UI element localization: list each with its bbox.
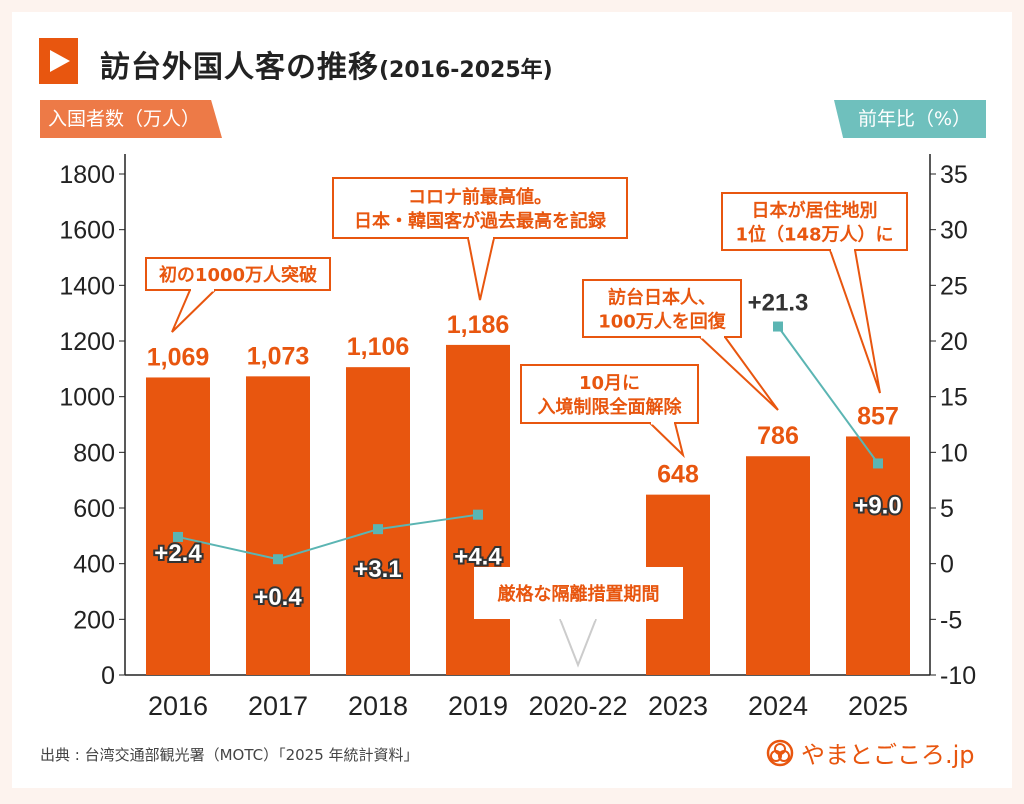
x-tick-label: 2019 <box>448 691 508 721</box>
left-axis-label: 入国者数（万人） <box>40 100 222 138</box>
line-point <box>773 321 783 332</box>
bar-value-label: 1,073 <box>247 342 310 370</box>
callout-pointer <box>559 618 597 668</box>
source-note: 出典 : 台湾交通部観光署（MOTC）「2025 年統計資料」 <box>40 746 419 764</box>
line-value-label: +2.4 <box>154 540 202 567</box>
callout-text: 10月に <box>579 373 640 394</box>
line-segment <box>277 528 379 561</box>
bar-value-label: 648 <box>657 461 699 489</box>
left-tick-label: 1800 <box>59 161 115 189</box>
line-point <box>873 458 883 469</box>
line-value-label: +0.4 <box>254 584 302 611</box>
line-value-label: +3.1 <box>354 556 401 583</box>
line-point <box>273 554 283 565</box>
right-tick-label: 0 <box>940 551 954 579</box>
bar-value-label: 857 <box>857 402 899 430</box>
line-point <box>373 524 383 535</box>
right-axis-label: 前年比（%） <box>834 100 986 138</box>
callout-pointer <box>171 289 216 333</box>
left-tick-label: 1600 <box>59 217 115 245</box>
left-tick-label: 800 <box>73 439 115 467</box>
right-tick-label: -5 <box>940 606 962 634</box>
bar <box>246 376 310 675</box>
left-tick-label: 400 <box>73 551 115 579</box>
line-segment <box>777 325 879 465</box>
bar-value-label: 1,069 <box>147 343 210 371</box>
bar <box>746 456 810 675</box>
left-tick-label: 200 <box>73 606 115 634</box>
callout-box <box>520 364 699 424</box>
left-tick-label: 0 <box>101 662 115 690</box>
callout-text: 1位（148万人）に <box>735 224 893 246</box>
line-point <box>173 531 183 542</box>
bar-value-label: 786 <box>757 422 799 450</box>
x-tick-label: 2020-22 <box>528 691 627 721</box>
left-tick-label: 1000 <box>59 384 115 412</box>
left-tick-label: 600 <box>73 495 115 523</box>
callout-pointer <box>699 336 779 411</box>
callout-box <box>145 257 331 291</box>
callout-box <box>474 567 683 619</box>
callout-text: 厳格な隔離措置期間 <box>498 583 660 605</box>
x-tick-label: 2024 <box>748 691 808 721</box>
callout-text: 訪台日本人、 <box>608 287 716 309</box>
callout-pointer <box>467 237 495 301</box>
callout-text: コロナ前最高値。 <box>408 186 552 208</box>
bar-value-label: 1,186 <box>447 311 510 339</box>
line-point <box>473 509 483 520</box>
right-tick-label: 25 <box>940 272 968 300</box>
callout-box <box>582 279 742 338</box>
x-tick-label: 2018 <box>348 691 408 721</box>
right-tick-label: -10 <box>940 662 976 690</box>
line-value-label: +21.3 <box>748 290 809 317</box>
callout-text: 日本が居住地別 <box>752 200 878 222</box>
chart-title: 訪台外国人客の推移(2016-2025年) <box>100 50 553 85</box>
line-value-label: +4.4 <box>454 544 502 571</box>
callout-text: 100万人を回復 <box>598 311 727 333</box>
x-tick-label: 2017 <box>248 691 308 721</box>
bar-value-label: 1,106 <box>347 333 410 361</box>
bar <box>146 377 210 675</box>
x-tick-label: 2016 <box>148 691 208 721</box>
x-tick-label: 2025 <box>848 691 908 721</box>
right-tick-label: 5 <box>940 495 954 523</box>
right-tick-label: 10 <box>940 439 968 467</box>
callout-text: 日本・韓国客が過去最高を記録 <box>354 210 607 232</box>
line-value-label: +9.0 <box>854 492 901 519</box>
right-tick-label: 15 <box>940 384 968 412</box>
callout-text: 初の1000万人突破 <box>159 264 317 286</box>
line-segment <box>177 535 279 561</box>
left-tick-label: 1200 <box>59 328 115 356</box>
right-tick-label: 35 <box>940 161 968 189</box>
right-tick-label: 20 <box>940 328 968 356</box>
play-icon <box>39 38 78 84</box>
bar <box>846 436 910 675</box>
callout-pointer <box>829 249 881 394</box>
bar <box>346 367 410 675</box>
logo: やまとごころ.jp <box>765 735 975 770</box>
callout-pointer <box>649 422 685 459</box>
logo-icon <box>766 739 794 766</box>
right-tick-label: 30 <box>940 217 968 245</box>
x-tick-label: 2023 <box>648 691 708 721</box>
callout-text: 入境制限全面解除 <box>538 396 683 418</box>
callout-box <box>721 192 908 251</box>
left-tick-label: 1400 <box>59 272 115 300</box>
line-segment <box>377 513 479 531</box>
callout-box <box>332 177 628 239</box>
